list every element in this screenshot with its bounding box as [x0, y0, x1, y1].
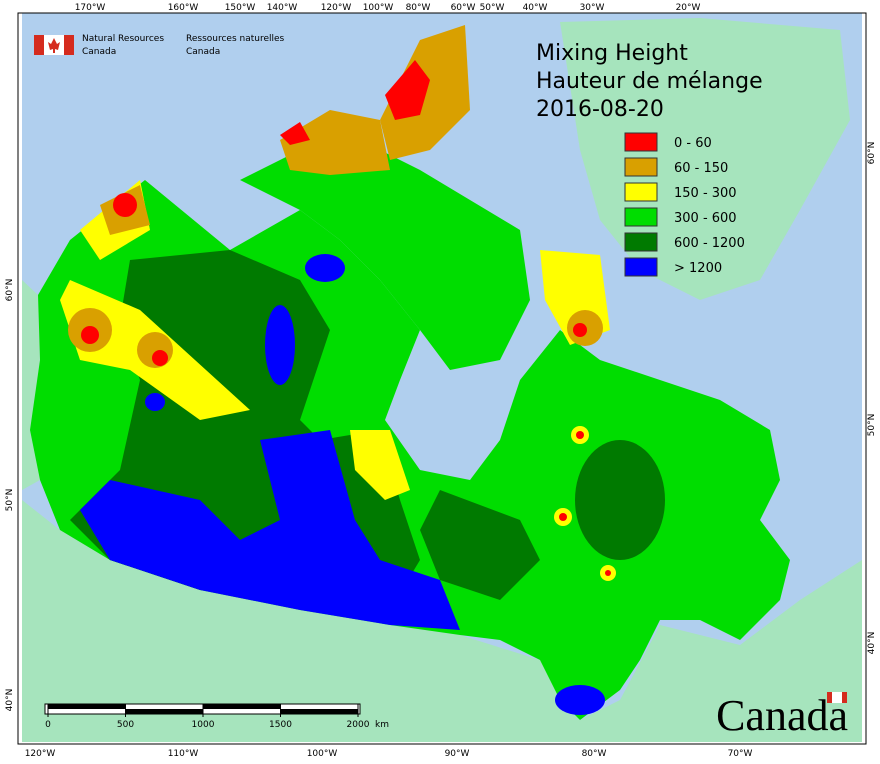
wordmark-flag	[827, 692, 847, 703]
alaska	[22, 280, 40, 490]
legend-swatch	[624, 182, 658, 202]
legend-label: 300 - 600	[674, 211, 737, 226]
latitude-label: 40°N	[867, 632, 877, 655]
dark-green-zone	[575, 440, 665, 560]
blue-zone	[265, 305, 295, 385]
wordmark-flag-bar	[842, 692, 847, 703]
scale-unit: km	[375, 720, 389, 730]
longitude-label: 60°W	[451, 3, 476, 13]
queen-elizabeth-islands	[280, 110, 390, 175]
arctic-islands	[240, 150, 530, 370]
agency-fr: Canada	[186, 47, 220, 57]
legend-label: 600 - 1200	[674, 236, 745, 251]
legend-swatch	[624, 132, 658, 152]
flag-leaf	[48, 38, 60, 53]
red-zone	[113, 193, 137, 217]
agency-fr: Ressources naturelles	[186, 34, 285, 44]
agency-en: Natural Resources	[82, 34, 164, 44]
longitude-label: 80°W	[582, 749, 607, 759]
scale-label: 2000	[347, 720, 370, 730]
legend-swatch	[624, 232, 658, 252]
longitude-label: 120°W	[321, 3, 352, 13]
legend-swatch	[624, 207, 658, 227]
latitude-label: 40°N	[5, 689, 15, 712]
scale-segment	[203, 704, 281, 709]
longitude-label: 80°W	[406, 3, 431, 13]
longitude-label: 100°W	[307, 749, 338, 759]
blue-zone	[145, 393, 165, 411]
legend-swatch	[624, 157, 658, 177]
longitude-label: 20°W	[676, 3, 701, 13]
blue-zone	[80, 430, 460, 630]
map-frame	[17, 12, 867, 745]
dark-green-zone	[420, 490, 540, 600]
scale-segment	[280, 709, 358, 714]
red-zone	[559, 513, 567, 521]
legend-label: 0 - 60	[674, 136, 712, 151]
longitude-label: 160°W	[168, 3, 199, 13]
legend-label: > 1200	[674, 261, 722, 276]
legend-label: 60 - 150	[674, 161, 728, 176]
longitude-label: 110°W	[168, 749, 199, 759]
scale-label: 1500	[269, 720, 292, 730]
title-line: Hauteur de mélange	[536, 69, 763, 94]
latitude-label: 50°N	[5, 489, 15, 512]
blue-zone	[305, 254, 345, 282]
longitude-label: 100°W	[363, 3, 394, 13]
scale-segment	[48, 704, 126, 709]
usa	[22, 500, 862, 742]
flag-bar	[64, 35, 74, 55]
wordmark-flag-bar	[827, 692, 832, 703]
red-zone	[605, 570, 611, 576]
longitude-label: 70°W	[728, 749, 753, 759]
title-line: 2016-08-20	[536, 97, 664, 122]
longitude-label: 50°W	[480, 3, 505, 13]
red-zone	[385, 60, 430, 120]
longitude-label: 170°W	[75, 3, 106, 13]
flag-bar	[34, 35, 44, 55]
scale-label: 500	[117, 720, 134, 730]
scale-label: 0	[45, 720, 51, 730]
longitude-label: 90°W	[445, 749, 470, 759]
blue-zone	[555, 685, 605, 715]
longitude-label: 120°W	[25, 749, 56, 759]
longitude-label: 140°W	[267, 3, 298, 13]
red-zone	[280, 122, 310, 145]
longitude-label: 40°W	[523, 3, 548, 13]
yellow-zone	[350, 430, 410, 500]
agency-en: Canada	[82, 47, 116, 57]
red-zone	[573, 323, 587, 337]
latitude-label: 60°N	[5, 279, 15, 302]
latitude-label: 60°N	[867, 142, 877, 165]
longitude-label: 30°W	[580, 3, 605, 13]
red-zone	[152, 350, 168, 366]
longitude-label: 150°W	[225, 3, 256, 13]
latitude-label: 50°N	[867, 414, 877, 437]
greenland	[560, 18, 850, 300]
scale-segment	[125, 709, 203, 714]
red-zone	[81, 326, 99, 344]
red-zone	[576, 431, 584, 439]
legend-label: 150 - 300	[674, 186, 737, 201]
title-line: Mixing Height	[536, 41, 688, 66]
wordmark: Canada	[716, 691, 848, 740]
scale-label: 1000	[192, 720, 215, 730]
legend-swatch	[624, 257, 658, 277]
